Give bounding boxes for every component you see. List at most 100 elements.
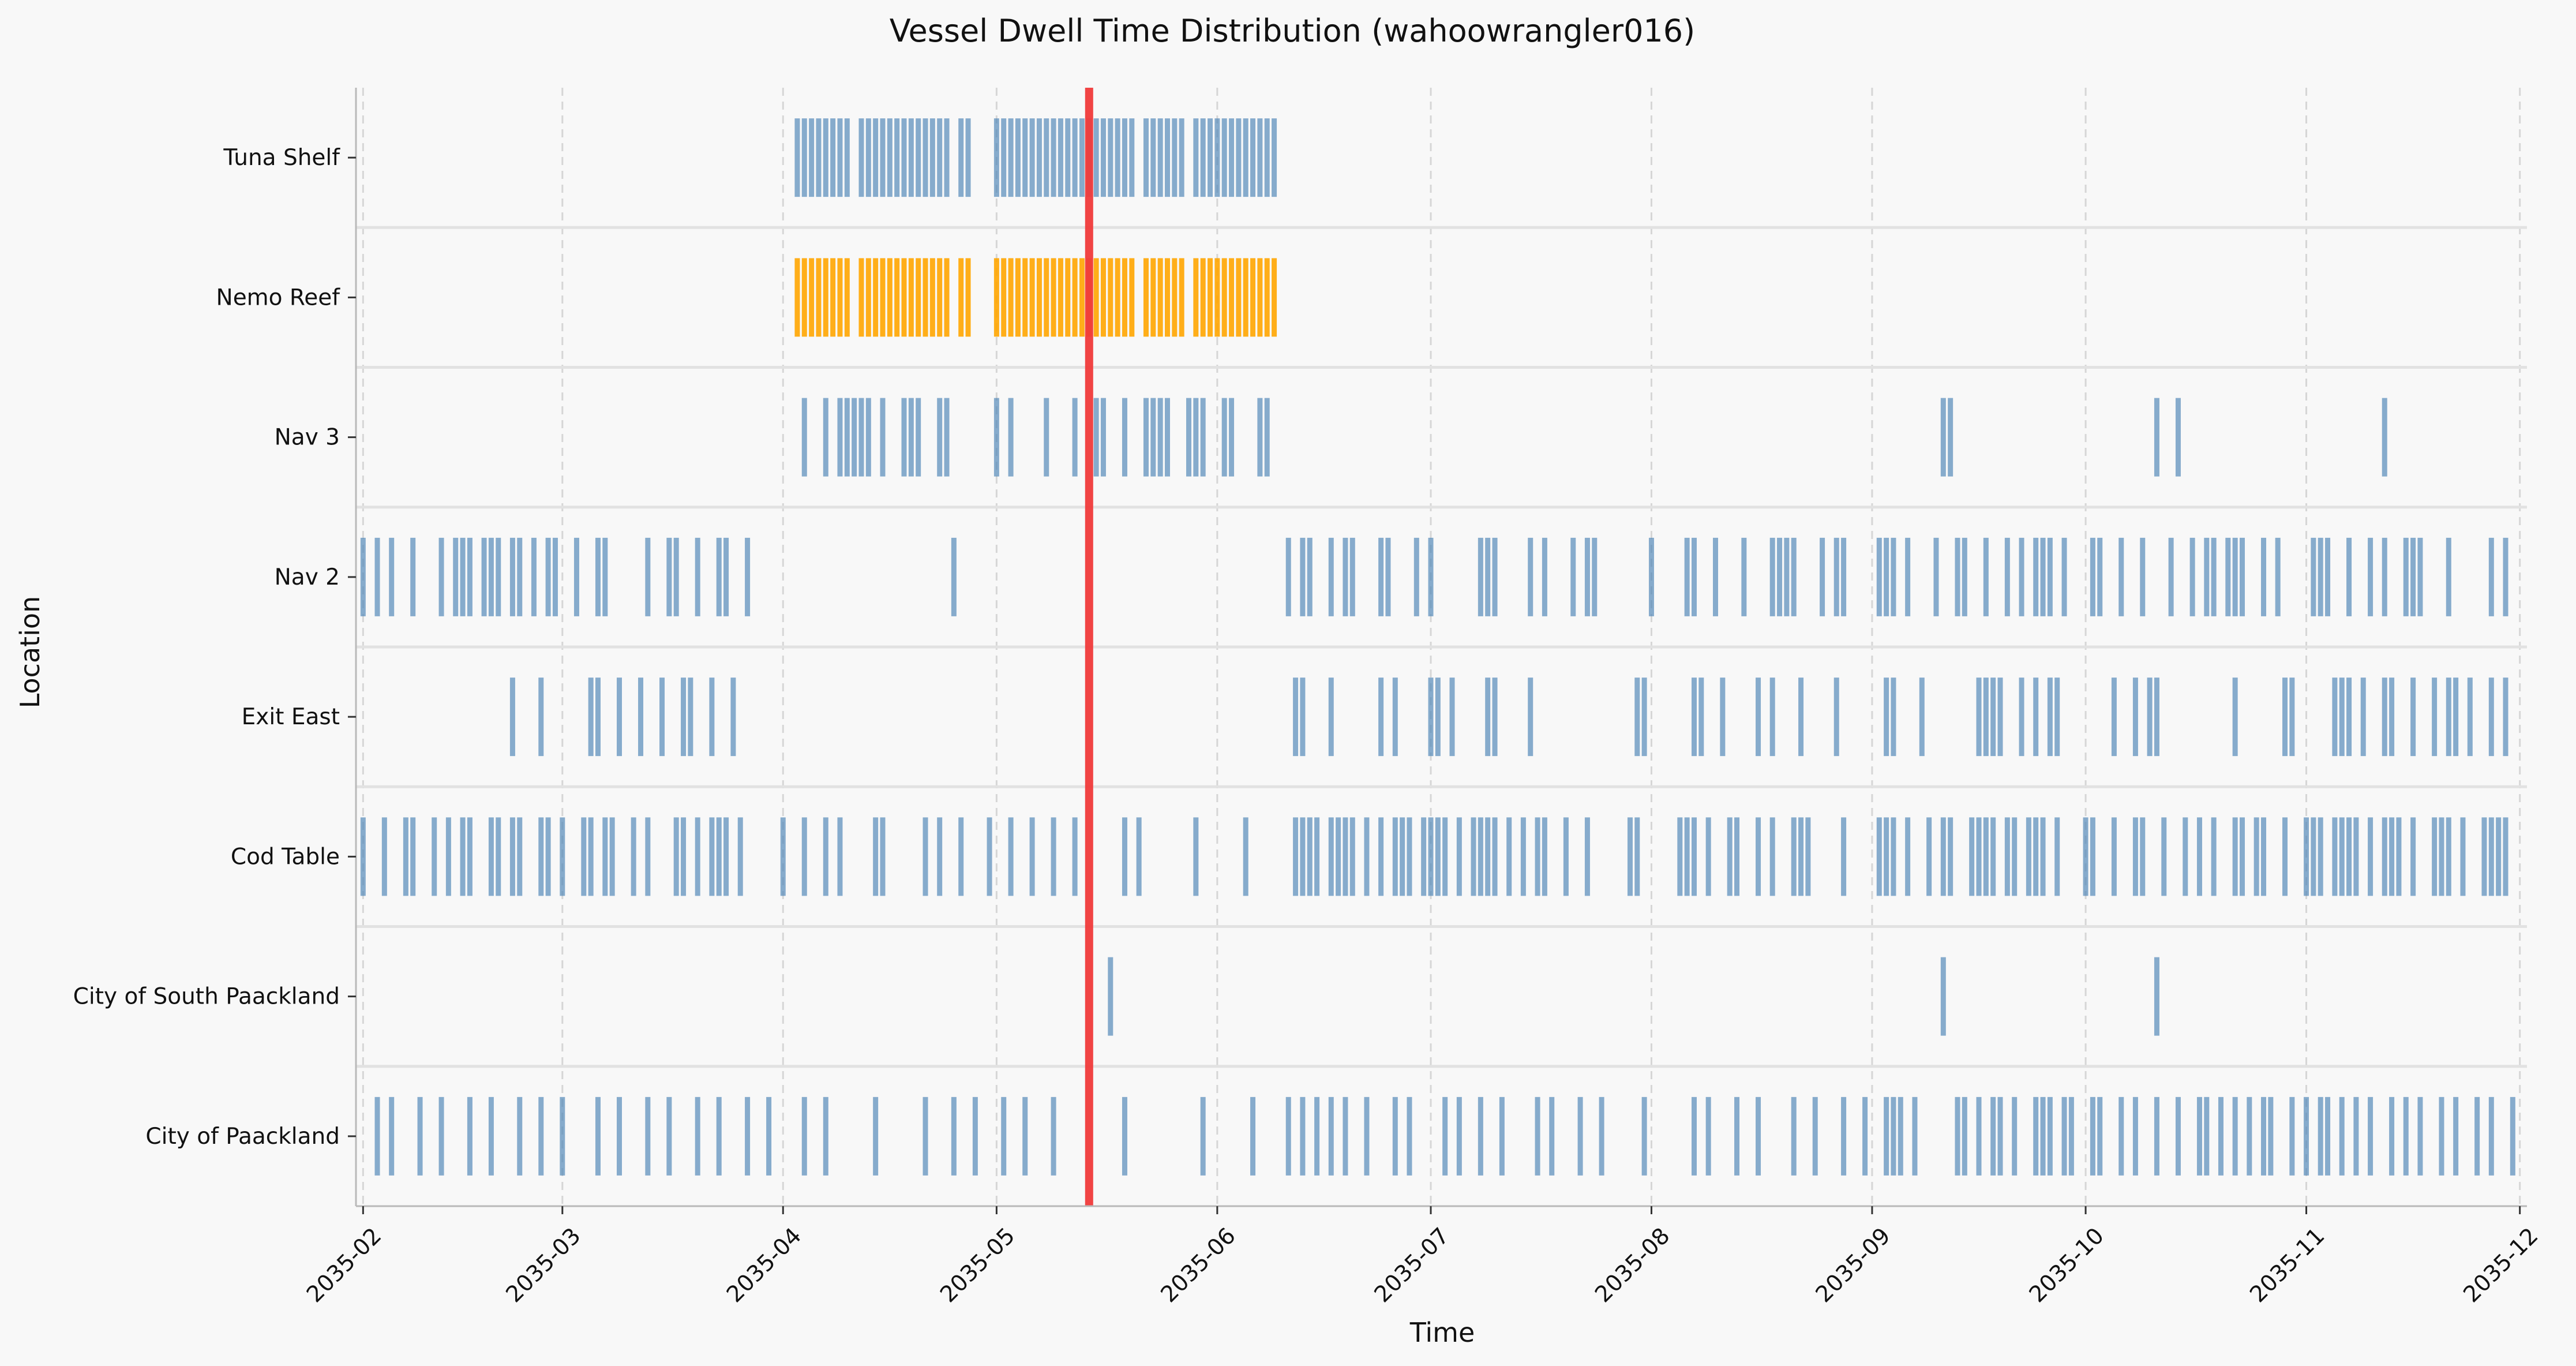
x-tick-label-1: 2035-03	[501, 1223, 586, 1308]
event-mark-4-18	[1449, 678, 1455, 757]
event-mark-7-59	[1962, 1096, 1967, 1176]
event-mark-2-25	[1193, 398, 1199, 477]
event-mark-5-44	[1193, 817, 1199, 896]
event-mark-7-13	[695, 1096, 700, 1176]
event-mark-1-23	[993, 258, 999, 337]
event-mark-0-30	[1044, 118, 1049, 197]
event-mark-5-88	[1876, 817, 1882, 896]
event-mark-3-86	[2325, 537, 2331, 616]
event-mark-7-15	[745, 1096, 751, 1176]
event-mark-1-57	[1250, 258, 1256, 337]
event-mark-5-114	[2232, 817, 2238, 896]
event-mark-4-30	[1833, 678, 1839, 757]
event-mark-7-64	[2033, 1096, 2039, 1176]
event-mark-3-19	[645, 537, 651, 616]
event-mark-5-28	[780, 817, 786, 896]
event-mark-5-64	[1471, 817, 1476, 896]
event-mark-0-7	[844, 118, 850, 197]
event-mark-3-21	[673, 537, 679, 616]
event-mark-4-50	[2339, 678, 2345, 757]
event-mark-3-20	[666, 537, 672, 616]
event-mark-7-80	[2261, 1096, 2267, 1176]
event-mark-5-115	[2239, 817, 2245, 896]
event-mark-2-18	[1100, 398, 1106, 477]
event-mark-7-54	[1884, 1096, 1889, 1176]
event-mark-3-4	[438, 537, 444, 616]
event-mark-5-131	[2432, 817, 2438, 896]
event-mark-3-42	[1570, 537, 1576, 616]
event-mark-3-56	[1841, 537, 1847, 616]
event-mark-5-135	[2481, 817, 2487, 896]
event-mark-7-77	[2218, 1096, 2223, 1176]
event-mark-5-121	[2318, 817, 2323, 896]
event-mark-5-19	[631, 817, 636, 896]
event-mark-3-87	[2346, 537, 2352, 616]
event-mark-3-25	[745, 537, 751, 616]
event-mark-7-5	[488, 1096, 494, 1176]
event-mark-5-50	[1328, 817, 1334, 896]
event-mark-5-42	[1122, 817, 1127, 896]
x-tick-label-0: 2035-02	[302, 1223, 387, 1308]
event-mark-7-71	[2118, 1096, 2124, 1176]
y-tick-label-6: City of South Paackland	[73, 984, 340, 1010]
event-mark-5-62	[1442, 817, 1448, 896]
event-mark-3-39	[1492, 537, 1498, 616]
event-mark-7-34	[1364, 1096, 1370, 1176]
event-mark-2-27	[1221, 398, 1227, 477]
event-mark-0-19	[937, 118, 943, 197]
event-mark-3-74	[2140, 537, 2146, 616]
event-row-7	[374, 1096, 2515, 1176]
event-mark-4-49	[2332, 678, 2338, 757]
event-mark-7-6	[517, 1096, 523, 1176]
event-mark-3-33	[1378, 537, 1384, 616]
event-mark-1-51	[1208, 258, 1213, 337]
event-mark-5-130	[2410, 817, 2416, 896]
event-mark-5-34	[923, 817, 928, 896]
event-mark-3-23	[716, 537, 722, 616]
event-mark-5-95	[1969, 817, 1975, 896]
event-mark-3-46	[1684, 537, 1690, 616]
event-mark-7-69	[2090, 1096, 2095, 1176]
event-mark-2-34	[2175, 398, 2181, 477]
y-tick-label-3: Nav 2	[275, 564, 340, 590]
event-mark-5-1	[381, 817, 387, 896]
event-mark-5-118	[2282, 817, 2288, 896]
event-mark-0-47	[1172, 118, 1178, 197]
event-mark-5-70	[1535, 817, 1540, 896]
x-tick-label-4: 2035-06	[1156, 1223, 1241, 1308]
event-mark-5-43	[1136, 817, 1142, 896]
event-mark-1-2	[809, 258, 815, 337]
event-mark-4-42	[2111, 678, 2117, 757]
event-mark-5-56	[1392, 817, 1398, 896]
event-mark-7-61	[1990, 1096, 1996, 1176]
event-mark-7-7	[538, 1096, 544, 1176]
event-mark-4-44	[2147, 678, 2153, 757]
event-mark-7-83	[2304, 1096, 2309, 1176]
event-mark-5-69	[1520, 817, 1526, 896]
event-mark-7-66	[2047, 1096, 2053, 1176]
event-mark-1-18	[929, 258, 935, 337]
event-row-3	[360, 537, 2508, 616]
event-mark-3-5	[453, 537, 459, 616]
event-mark-4-8	[688, 678, 693, 757]
event-mark-3-59	[1891, 537, 1896, 616]
event-mark-3-65	[2004, 537, 2010, 616]
event-mark-6-0	[1108, 957, 1113, 1036]
event-mark-3-18	[602, 537, 608, 616]
x-tick-label-8: 2035-10	[2024, 1223, 2109, 1308]
event-mark-2-35	[2382, 398, 2387, 477]
event-mark-5-100	[2012, 817, 2018, 896]
event-mark-0-27	[1022, 118, 1028, 197]
event-mark-5-37	[987, 817, 992, 896]
event-mark-5-11	[517, 817, 523, 896]
event-mark-1-31	[1051, 258, 1056, 337]
event-mark-0-41	[1122, 118, 1127, 197]
event-mark-0-60	[1272, 118, 1277, 197]
x-tick-labels: 2035-02 2035-03 2035-04 2035-05 2035-06 2035-…	[302, 1206, 2544, 1308]
event-mark-4-46	[2232, 678, 2238, 757]
event-mark-5-108	[2132, 817, 2138, 896]
event-mark-2-16	[1072, 398, 1078, 477]
event-mark-2-11	[937, 398, 943, 477]
event-mark-2-26	[1200, 398, 1206, 477]
event-mark-7-93	[2453, 1096, 2459, 1176]
